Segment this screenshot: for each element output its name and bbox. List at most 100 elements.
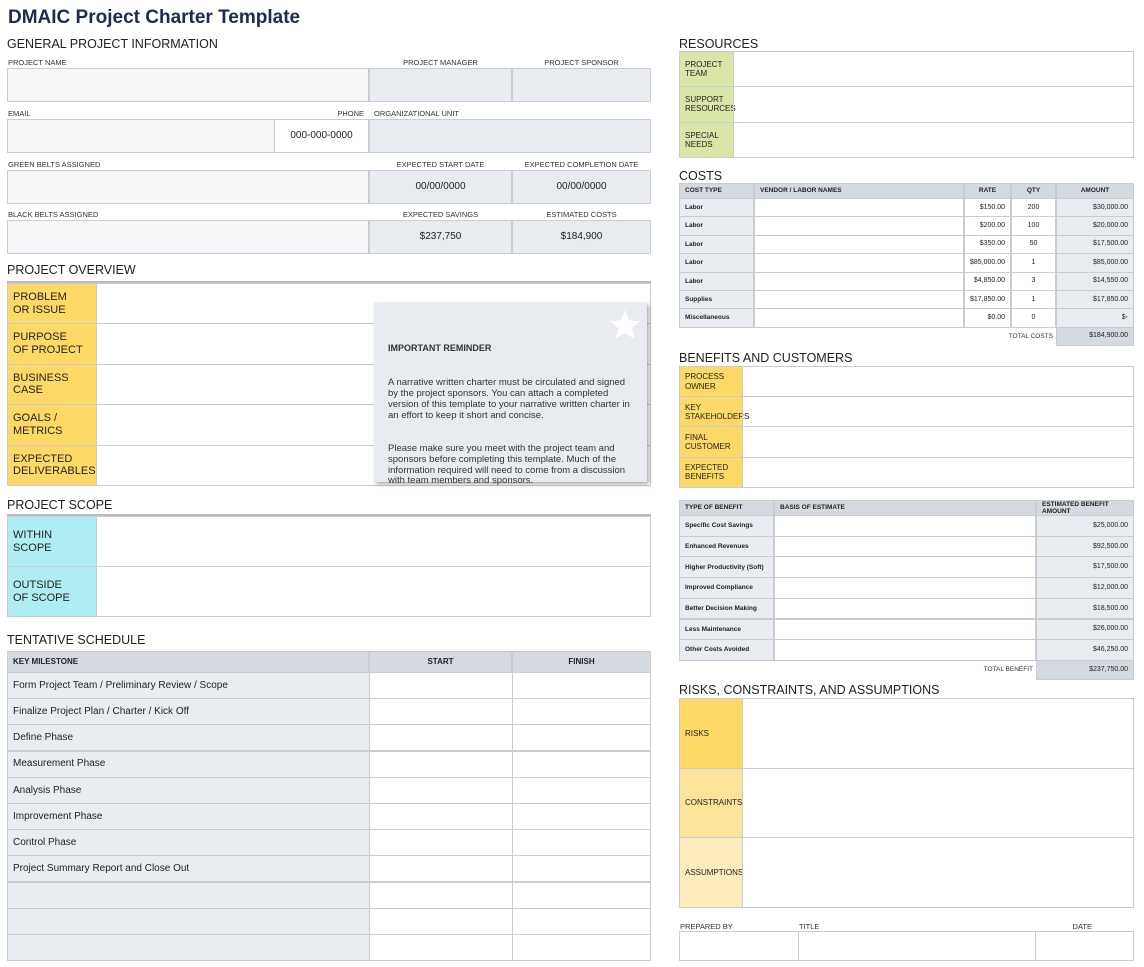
amount-cell: $17,500.00 — [1056, 234, 1134, 255]
total-value: $237,750.00 — [1036, 660, 1134, 680]
column-header: AMOUNT — [1056, 183, 1134, 199]
date-cell — [369, 803, 513, 830]
rule — [7, 281, 651, 283]
row-label: BUSINESS CASE — [7, 363, 97, 406]
milestone-cell: Analysis Phase — [7, 776, 370, 804]
date-cell — [369, 724, 513, 752]
row-label: EXPECTED DELIVERABLES — [7, 444, 97, 486]
milestone-cell: Project Summary Report and Close Out — [7, 855, 370, 883]
row-field — [742, 767, 1134, 839]
date-cell — [512, 803, 651, 830]
benefit-amount: $17,500.00 — [1036, 556, 1134, 579]
amount-cell: $- — [1056, 308, 1134, 328]
date-cell — [512, 934, 651, 961]
total-label: TOTAL COSTS — [1008, 332, 1053, 340]
qty-cell: 0 — [1011, 308, 1056, 328]
row-field — [733, 51, 1134, 88]
amount-cell: $85,000.00 — [1056, 253, 1134, 273]
row-label: EXPECTED BENEFITS — [679, 456, 743, 488]
benefit-amount: $92,500.00 — [1036, 535, 1134, 558]
milestone-cell — [7, 881, 370, 909]
field-label: EXPECTED START DATE — [396, 159, 485, 169]
star-icon — [610, 310, 640, 339]
benefit-amount: $12,000.00 — [1036, 577, 1134, 599]
section-heading: PROJECT SCOPE — [7, 497, 113, 512]
row-label: KEY STAKEHOLDERS — [679, 396, 749, 428]
reminder-text: A narrative written charter must be circ… — [388, 377, 630, 421]
vendor-cell — [754, 234, 964, 255]
input-box — [369, 68, 512, 102]
row-label: RISKS — [679, 698, 743, 769]
date-cell — [369, 750, 513, 778]
field-label: DATE — [1072, 921, 1092, 931]
date-cell — [512, 724, 651, 752]
date-cell — [512, 907, 651, 935]
row-field — [733, 86, 1134, 123]
cost-type: Supplies — [679, 290, 754, 310]
basis-cell — [774, 597, 1036, 620]
benefit-amount: $26,000.00 — [1036, 618, 1134, 641]
milestone-cell: Control Phase — [7, 829, 370, 857]
field-label: PROJECT NAME — [8, 57, 67, 67]
row-label: OUTSIDE OF SCOPE — [7, 566, 97, 617]
date-cell — [512, 855, 651, 883]
qty-cell: 100 — [1011, 216, 1056, 236]
benefit-amount: $25,000.00 — [1036, 515, 1134, 537]
rate-cell: $17,850.00 — [964, 290, 1011, 310]
field-label: GREEN BELTS ASSIGNED — [8, 159, 101, 169]
input-box — [1035, 931, 1134, 961]
field-label: EXPECTED SAVINGS — [402, 209, 479, 219]
row-label: ASSUMPTIONS — [679, 837, 743, 909]
date-cell — [369, 698, 513, 726]
column-header: VENDOR / LABOR NAMES — [754, 183, 964, 199]
date-cell — [369, 881, 513, 909]
basis-cell — [774, 535, 1036, 558]
benefit-type: Better Decision Making — [679, 597, 774, 620]
row-field — [96, 444, 651, 486]
benefit-type: Higher Productivity (Soft) — [679, 556, 774, 579]
input-box — [7, 170, 369, 204]
column-header: START — [369, 651, 512, 673]
input-box: $237,750 — [369, 220, 512, 254]
row-field — [742, 837, 1134, 909]
milestone-cell — [7, 934, 370, 961]
cost-type: Labor — [679, 271, 754, 291]
benefit-type: Less Maintenance — [679, 618, 774, 641]
column-header: COST TYPE — [679, 183, 754, 199]
qty-cell: 200 — [1011, 198, 1056, 218]
basis-cell — [774, 618, 1036, 641]
row-field — [733, 121, 1134, 158]
date-cell — [512, 829, 651, 857]
cost-type: Labor — [679, 198, 754, 218]
date-cell — [512, 698, 651, 726]
date-cell — [369, 829, 513, 857]
amount-cell: $14,550.00 — [1056, 271, 1134, 291]
vendor-cell — [754, 253, 964, 273]
input-box: 00/00/0000 — [369, 170, 512, 204]
benefit-amount: $46,250.00 — [1036, 639, 1134, 661]
input-box: 00/00/0000 — [512, 170, 651, 204]
milestone-cell — [7, 907, 370, 935]
section-heading: PROJECT OVERVIEW — [7, 262, 136, 277]
input-box — [512, 68, 651, 102]
total-value: $184,900.00 — [1056, 327, 1134, 346]
amount-cell: $17,850.00 — [1056, 290, 1134, 310]
qty-cell: 1 — [1011, 253, 1056, 273]
column-header: KEY MILESTONE — [7, 651, 369, 673]
benefit-type: Improved Compliance — [679, 577, 774, 599]
row-field — [742, 396, 1134, 428]
total-label: TOTAL BENEFIT — [983, 666, 1033, 674]
date-cell — [512, 776, 651, 804]
row-field — [742, 698, 1134, 769]
benefit-type: Enhanced Revenues — [679, 535, 774, 558]
input-box — [679, 931, 799, 961]
vendor-cell — [754, 290, 964, 310]
rate-cell: $200.00 — [964, 216, 1011, 236]
milestone-cell: Finalize Project Plan / Charter / Kick O… — [7, 698, 370, 726]
cost-type: Labor — [679, 216, 754, 236]
milestone-cell: Improvement Phase — [7, 803, 370, 830]
column-header: BASIS OF ESTIMATE — [774, 500, 1036, 516]
row-field — [742, 426, 1134, 458]
section-heading: TENTATIVE SCHEDULE — [7, 632, 146, 647]
